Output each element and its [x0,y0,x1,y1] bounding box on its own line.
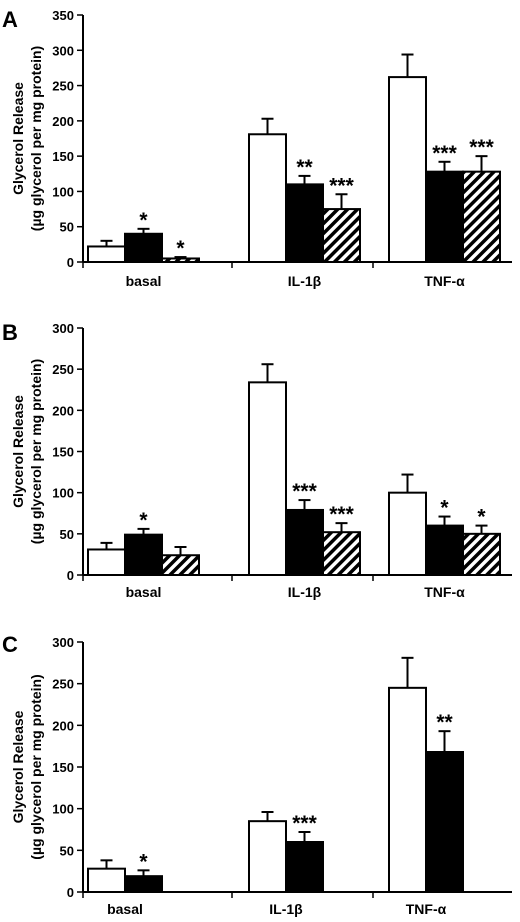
bar [248,820,287,894]
y-tick-label: 0 [67,255,74,270]
bar [87,867,126,894]
y-tick-label: 200 [52,718,74,733]
bar [425,524,464,576]
y-axis-label: Glycerol Release [10,395,26,508]
x-category-label: IL-1β [288,273,322,289]
bar [425,170,464,263]
y-tick-label: 100 [52,486,74,501]
bar [322,208,361,263]
x-category-label: basal [107,901,143,917]
y-tick-label: 0 [67,568,74,583]
bar [388,76,427,263]
significance-marker: * [139,850,148,873]
y-tick-label: 50 [60,527,74,542]
y-tick-label: 0 [67,885,74,900]
bar [248,133,287,263]
x-category-label: basal [126,584,162,600]
y-tick-label: 100 [52,802,74,817]
significance-marker: ** [296,156,313,179]
y-axis-label: Glycerol Release [10,710,26,823]
y-tick-label: 350 [52,8,74,23]
x-category-label: TNF-α [424,584,465,600]
bar [161,554,200,576]
significance-marker: ** [436,711,453,734]
significance-marker: * [176,237,185,260]
significance-marker: *** [329,174,354,197]
y-tick-label: 200 [52,403,74,418]
significance-marker: *** [432,142,457,165]
y-tick-label: 200 [52,114,74,129]
panel-letter: C [2,632,18,657]
y-tick-label: 150 [52,760,74,775]
significance-marker: *** [329,503,354,526]
y-tick-label: 250 [52,362,74,377]
y-tick-label: 250 [52,677,74,692]
bar [87,548,126,577]
bar [248,381,287,576]
bar [87,245,126,264]
y-axis-label: (µg glycerol per mg protein) [28,46,44,231]
panel-a: A Glycerol Release (µg glycerol per mg pro… [2,7,512,289]
x-category-label: TNF-α [424,273,465,289]
y-tick-label: 300 [52,635,74,650]
bar [462,532,501,576]
bar [124,875,163,894]
y-tick-label: 300 [52,43,74,58]
bar [388,686,427,893]
y-tick-label: 150 [52,149,74,164]
panel-letter: B [2,320,18,345]
significance-marker: *** [292,480,317,503]
significance-marker: * [440,497,449,520]
bar [124,232,163,263]
y-axis-label: (µg glycerol per mg protein) [28,674,44,859]
y-tick-label: 100 [52,184,74,199]
panel-letter: A [2,7,18,32]
y-axis-label: (µg glycerol per mg protein) [28,359,44,544]
bar [124,533,163,577]
y-tick-label: 150 [52,445,74,460]
y-tick-label: 50 [60,843,74,858]
significance-marker: *** [469,136,494,159]
bar [388,491,427,576]
x-category-label: IL-1β [288,584,322,600]
x-category-label: IL-1β [269,901,303,917]
significance-marker: * [139,209,148,232]
y-axis-label: Glycerol Release [10,82,26,195]
significance-marker: * [477,506,486,529]
y-tick-label: 250 [52,79,74,94]
significance-marker: *** [292,812,317,835]
y-tick-label: 50 [60,220,74,235]
bar [462,170,501,263]
y-tick-label: 300 [52,321,74,336]
x-category-label: basal [126,273,162,289]
bar [322,531,361,576]
panel-b: B Glycerol Release (µg glycerol per mg pro… [2,320,512,600]
significance-marker: * [139,509,148,532]
x-category-label: TNF-α [406,901,447,917]
panel-c: C Glycerol Release (µg glycerol per mg pro… [2,632,512,917]
bar [285,841,324,893]
bar [285,183,324,263]
bar [285,508,324,576]
bar [425,751,464,893]
